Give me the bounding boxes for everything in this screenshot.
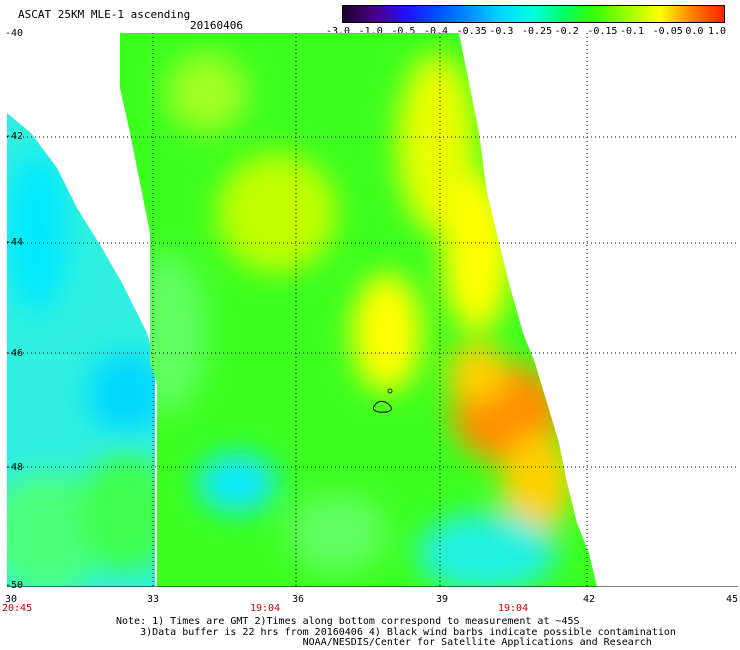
- lon-label: 45: [726, 594, 739, 605]
- footnote-line: Note: 1) Times are GMT 2)Times along bot…: [116, 616, 580, 627]
- lon-label: 30: [5, 594, 18, 605]
- time-label: 20:45: [2, 603, 33, 614]
- contamination-contour: [372, 400, 392, 413]
- lon-label: 33: [147, 594, 160, 605]
- footnote-line: 3)Data buffer is 22 hrs from 20160406 4)…: [116, 626, 676, 638]
- colorbar-tick-label: -0.15: [587, 26, 618, 37]
- colorbar-tick-label: -0.1: [620, 26, 645, 37]
- graticule: [7, 33, 738, 587]
- colorbar-tick-label: -0.4: [424, 26, 449, 37]
- footnote-line: NOAA/NESDIS/Center for Satellite Applica…: [116, 637, 652, 648]
- colorbar-tick-label: -1.0: [358, 26, 383, 37]
- lat-label: -44: [5, 237, 24, 248]
- colorbar-tick-label: -0.05: [652, 26, 683, 37]
- lat-label: -42: [5, 131, 24, 142]
- colorbar-tick-label: -0.5: [391, 26, 416, 37]
- time-label: 19:04: [498, 603, 529, 614]
- map-date: 20160406: [190, 19, 243, 32]
- footnotes: Note: 1) Times are GMT 2)Times along bot…: [116, 616, 676, 649]
- colorbar-tick-label: 0.0: [685, 26, 704, 37]
- colorbar-tick-label: -3.0: [326, 26, 351, 37]
- lon-label: 39: [436, 594, 449, 605]
- colorbar-tick-label: -0.3: [489, 26, 514, 37]
- lon-label: 36: [292, 594, 305, 605]
- swath-right: [120, 33, 597, 587]
- colorbar: [342, 5, 725, 23]
- lon-label: 42: [583, 594, 596, 605]
- colorbar-tick-label: -0.2: [554, 26, 579, 37]
- map-title: ASCAT 25KM MLE-1 ascending: [18, 8, 191, 21]
- swath-map: [7, 33, 738, 587]
- lat-label: -48: [5, 462, 24, 473]
- colorbar-tick-label: -0.35: [456, 26, 487, 37]
- lat-label: -50: [5, 580, 24, 591]
- time-label: 19:04: [250, 603, 281, 614]
- colorbar-tick-label: 1.0: [708, 26, 727, 37]
- lat-label: -40: [5, 28, 24, 39]
- colorbar-tick-label: -0.25: [522, 26, 553, 37]
- lat-label: -46: [5, 348, 24, 359]
